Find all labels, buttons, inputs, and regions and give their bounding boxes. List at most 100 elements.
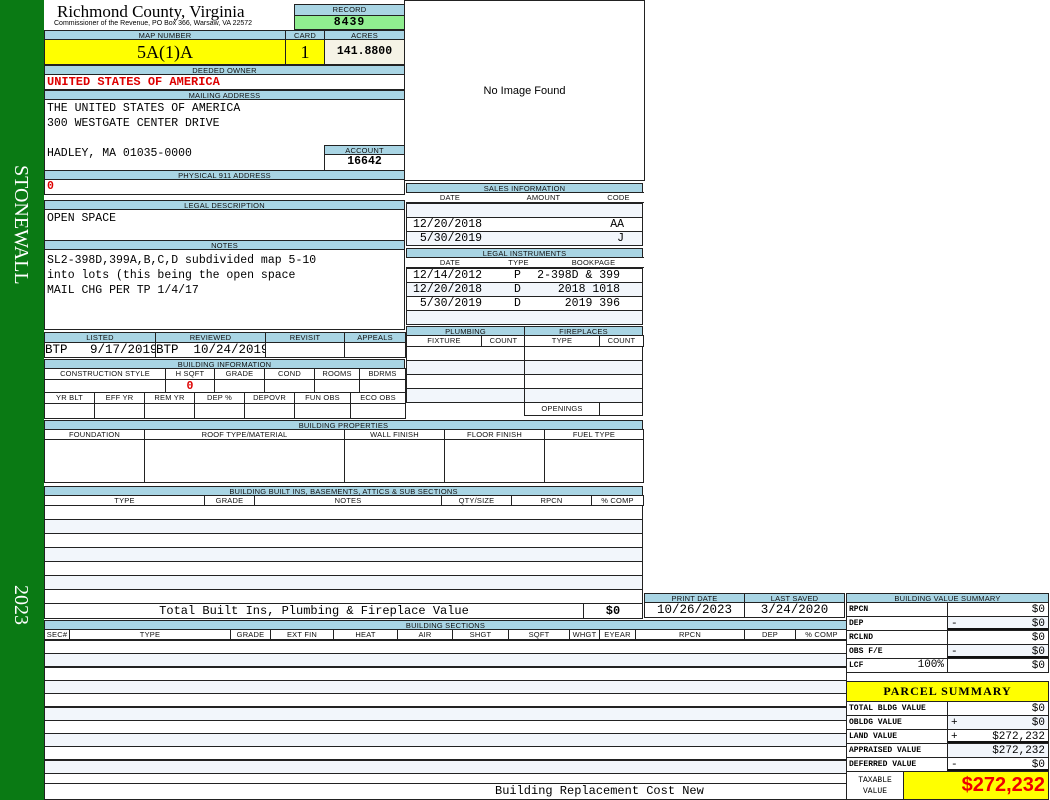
listing-value-0: BTP 9/17/2019 bbox=[44, 342, 156, 358]
instrument-type: D bbox=[514, 297, 521, 310]
parcel-row-label: APPRAISED VALUE bbox=[846, 743, 948, 758]
sections-row bbox=[44, 759, 847, 774]
instruments-header-1: TYPE bbox=[493, 257, 544, 268]
instrument-row bbox=[406, 310, 643, 325]
amount: $0 bbox=[1031, 703, 1045, 715]
builtins-row bbox=[44, 575, 643, 590]
builtins-row bbox=[44, 533, 643, 548]
sale-code: J bbox=[617, 232, 624, 245]
builtins-row bbox=[44, 589, 643, 604]
building-info-value-4 bbox=[314, 379, 360, 393]
properties-value-1 bbox=[144, 439, 345, 483]
plumbing-row bbox=[406, 360, 525, 375]
value-summary-row-label: OBS F/E bbox=[849, 647, 883, 656]
amount: $0 bbox=[1031, 604, 1045, 616]
sections-header-2: GRADE bbox=[230, 629, 271, 640]
parcel-row-value: + $272,232 bbox=[947, 729, 1049, 744]
building-info-value-5 bbox=[359, 379, 406, 393]
building-info-value2-6 bbox=[350, 403, 406, 419]
sections-header-7: SQFT bbox=[508, 629, 570, 640]
record-value: 8439 bbox=[294, 15, 405, 30]
address-line-2: 300 WESTGATE CENTER DRIVE bbox=[47, 117, 220, 130]
notes-line: into lots (this being the open space bbox=[47, 269, 296, 282]
amount: $272,232 bbox=[992, 731, 1045, 743]
sections-header-3: EXT FIN bbox=[270, 629, 334, 640]
account-value: 16642 bbox=[324, 154, 405, 171]
county-subtitle: Commissioner of the Revenue, PO Box 366,… bbox=[54, 20, 253, 27]
parcel-row-label: LAND VALUE bbox=[846, 729, 948, 744]
value-summary-row-value: - $0 bbox=[947, 644, 1049, 659]
plumbing-row bbox=[406, 388, 525, 403]
instrument-type: D bbox=[514, 283, 521, 296]
operator: - bbox=[951, 759, 958, 771]
parcel-row-value: $0 bbox=[947, 701, 1049, 716]
parcel-summary-label: PARCEL SUMMARY bbox=[846, 681, 1049, 702]
sections-row bbox=[44, 746, 847, 761]
amount: $0 bbox=[1031, 717, 1045, 729]
builtins-row bbox=[44, 519, 643, 534]
builtins-row bbox=[44, 561, 643, 576]
sections-row bbox=[44, 706, 847, 721]
sales-header-1: AMOUNT bbox=[493, 192, 594, 203]
builtins-total-label: Total Built Ins, Plumbing & Fireplace Va… bbox=[44, 603, 584, 619]
listing-value-1: BTP 10/24/2019 bbox=[155, 342, 266, 358]
instrument-bookpage: 2019 396 bbox=[564, 297, 620, 310]
instrument-bookpage: 2-398D & 399 bbox=[537, 269, 620, 282]
instrument-bookpage: 2018 1018 bbox=[557, 283, 620, 296]
instrument-row: 5/30/2019 D 2019 396 bbox=[406, 296, 643, 311]
openings-value bbox=[599, 402, 643, 416]
amount: $0 bbox=[1031, 759, 1045, 771]
sections-header-4: HEAT bbox=[333, 629, 398, 640]
parcel-row-value: - $0 bbox=[947, 757, 1049, 772]
operator: - bbox=[951, 646, 958, 658]
plumbing-row bbox=[406, 346, 525, 361]
sales-row bbox=[406, 203, 643, 218]
value-summary-row: RPCN bbox=[846, 602, 948, 617]
sections-row bbox=[44, 640, 847, 654]
sales-row: 12/20/2018 AA bbox=[406, 217, 643, 232]
tax-year: 2023 bbox=[10, 585, 32, 625]
sections-row bbox=[44, 666, 847, 681]
amount: $0 bbox=[1031, 632, 1045, 644]
parcel-row-value: + $0 bbox=[947, 715, 1049, 730]
acres-value: 141.8800 bbox=[324, 39, 405, 65]
fireplace-row bbox=[524, 346, 643, 361]
fireplace-row bbox=[524, 374, 643, 389]
legal-description: OPEN SPACE bbox=[44, 209, 405, 241]
print-date: 10/26/2023 bbox=[644, 602, 745, 618]
sidebar: STONEWALL 2023 bbox=[0, 0, 44, 800]
map-number: 5A(1)A bbox=[44, 39, 286, 65]
district-name: STONEWALL bbox=[10, 165, 32, 285]
value-summary-row-value: $0 bbox=[947, 658, 1049, 673]
parcel-row-value: $272,232 bbox=[947, 743, 1049, 758]
sections-header-9: EYEAR bbox=[599, 629, 636, 640]
lcf-percent: 100% bbox=[917, 659, 944, 671]
sections-row bbox=[44, 679, 847, 694]
sale-code: AA bbox=[610, 218, 624, 231]
building-info-value2-1 bbox=[94, 403, 145, 419]
builtins-row bbox=[44, 547, 643, 562]
value-summary-row-label: RCLND bbox=[849, 633, 874, 642]
amount: $0 bbox=[1031, 646, 1045, 658]
notes-line: SL2-398D,399A,B,C,D subdivided map 5-10 bbox=[47, 254, 317, 267]
value-summary-row: LCF 100% bbox=[846, 658, 948, 673]
value-summary-row: RCLND bbox=[846, 630, 948, 645]
sale-date: 5/30/2019 bbox=[413, 232, 483, 245]
operator: - bbox=[951, 618, 958, 630]
sales-header-0: DATE bbox=[406, 192, 494, 203]
instrument-type: P bbox=[514, 269, 521, 282]
building-info-value-3 bbox=[264, 379, 315, 393]
properties-value-4 bbox=[544, 439, 644, 483]
taxable-value-label: TAXABLE VALUE bbox=[846, 771, 904, 800]
building-info-value-1: 0 bbox=[165, 379, 215, 393]
instrument-row: 12/20/2018 D 2018 1018 bbox=[406, 282, 643, 297]
instruments-header-0: DATE bbox=[406, 257, 494, 268]
instrument-date: 5/30/2019 bbox=[413, 297, 483, 310]
sections-header-6: SHGT bbox=[452, 629, 509, 640]
instruments-header-2: BOOKPAGE bbox=[543, 257, 644, 268]
fireplace-row bbox=[524, 360, 643, 375]
value-summary-row: DEP bbox=[846, 616, 948, 631]
building-info-value-2 bbox=[214, 379, 265, 393]
notes-line: MAIL CHG PER TP 1/4/17 bbox=[47, 284, 199, 297]
openings-label: OPENINGS bbox=[524, 402, 600, 416]
